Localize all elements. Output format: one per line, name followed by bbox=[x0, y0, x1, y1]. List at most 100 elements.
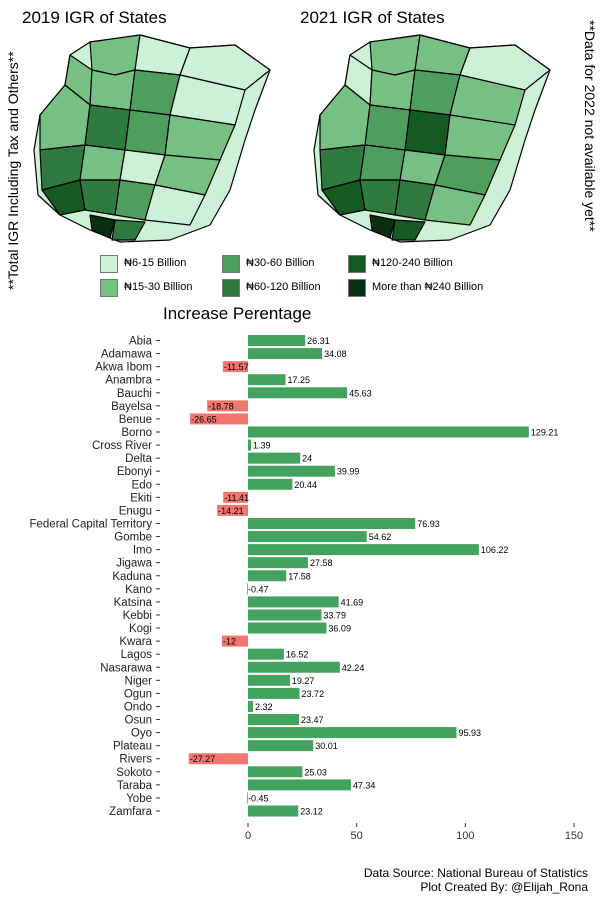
category-label: Oyo bbox=[131, 728, 152, 740]
category-label: Delta bbox=[125, 453, 152, 465]
category-label: Borno bbox=[121, 427, 152, 439]
value-label: 23.12 bbox=[300, 807, 323, 817]
category-label: Abia bbox=[129, 336, 153, 348]
bar bbox=[223, 491, 248, 503]
category-label: Yobe bbox=[126, 793, 152, 805]
bar bbox=[188, 753, 248, 765]
bar bbox=[248, 596, 339, 608]
category-label: Imo bbox=[133, 545, 152, 557]
category-label: Adamawa bbox=[101, 349, 153, 361]
value-label: 33.79 bbox=[323, 610, 346, 620]
category-label: Ekiti bbox=[130, 492, 152, 504]
category-label: Edo bbox=[132, 479, 152, 491]
bar bbox=[248, 465, 335, 477]
category-label: Kebbi bbox=[123, 610, 152, 622]
map-2019 bbox=[33, 34, 271, 243]
category-label: Kwara bbox=[119, 636, 152, 648]
legend-swatch bbox=[348, 279, 366, 297]
category-label: Federal Capital Territory bbox=[29, 518, 152, 530]
value-label: -18.78 bbox=[208, 401, 234, 411]
value-label: 34.08 bbox=[324, 349, 347, 359]
value-label: 2.32 bbox=[255, 702, 273, 712]
category-label: Anambra bbox=[105, 375, 152, 387]
value-label: 16.52 bbox=[286, 650, 309, 660]
category-label: Taraba bbox=[117, 780, 153, 792]
category-label: Sokoto bbox=[116, 767, 152, 779]
value-label: 36.09 bbox=[328, 624, 351, 634]
value-label: -0.45 bbox=[248, 793, 269, 803]
bar bbox=[248, 661, 340, 673]
value-label: 47.34 bbox=[353, 780, 376, 790]
category-label: Ebonyi bbox=[117, 466, 152, 478]
category-label: Enugu bbox=[119, 505, 152, 517]
bar bbox=[248, 700, 254, 712]
value-label: 42.24 bbox=[342, 663, 365, 673]
legend-swatch bbox=[222, 255, 240, 273]
value-label: 26.31 bbox=[307, 336, 330, 346]
bar bbox=[248, 714, 300, 726]
bar-chart: Abia 26.31 Adamawa 34.08 Akwa Ibom -11.57 Anam… bbox=[29, 335, 583, 842]
value-label: 54.62 bbox=[369, 532, 392, 542]
category-label: Gombe bbox=[114, 532, 152, 544]
value-label: -11.41 bbox=[224, 493, 249, 503]
bar bbox=[222, 361, 248, 373]
bar bbox=[248, 805, 299, 817]
value-label: -27.27 bbox=[190, 754, 216, 764]
category-label: Jigawa bbox=[116, 558, 152, 570]
x-tick-label: 0 bbox=[245, 830, 251, 842]
value-label: -26.65 bbox=[191, 414, 217, 424]
value-label: -14.21 bbox=[218, 506, 244, 516]
x-tick-label: 100 bbox=[456, 830, 474, 842]
category-label: Osun bbox=[125, 715, 153, 727]
map-2021 bbox=[313, 34, 551, 243]
bar bbox=[246, 583, 248, 595]
value-label: -12 bbox=[223, 637, 236, 647]
value-label: 17.58 bbox=[288, 571, 311, 581]
bar bbox=[248, 779, 351, 791]
category-label: Nasarawa bbox=[100, 662, 152, 674]
legend-label: ₦30-60 Billion bbox=[246, 257, 315, 269]
category-label: Lagos bbox=[121, 649, 153, 661]
value-label: 1.39 bbox=[253, 441, 271, 451]
legend-swatch bbox=[100, 279, 118, 297]
bar bbox=[248, 426, 529, 438]
category-label: Rivers bbox=[119, 754, 152, 766]
category-label: Cross River bbox=[92, 440, 152, 452]
value-label: 19.27 bbox=[292, 676, 315, 686]
bar bbox=[248, 727, 457, 739]
category-label: Benue bbox=[119, 414, 152, 426]
bar bbox=[248, 622, 327, 634]
legend-label: ₦60-120 Billion bbox=[246, 281, 321, 293]
bar bbox=[248, 335, 306, 346]
right-side-note: **Data for 2022 not available yet** bbox=[582, 20, 598, 232]
x-tick-label: 150 bbox=[565, 830, 583, 842]
bar bbox=[248, 740, 314, 752]
category-label: Bauchi bbox=[117, 388, 152, 400]
bar bbox=[248, 478, 293, 490]
bar bbox=[248, 452, 301, 464]
bar bbox=[248, 674, 290, 686]
category-label: Zamfara bbox=[109, 806, 152, 818]
map-title-2021: 2021 IGR of States bbox=[300, 8, 445, 27]
map-title-2019: 2019 IGR of States bbox=[22, 8, 167, 27]
bar bbox=[248, 687, 300, 699]
value-label: 39.99 bbox=[337, 467, 360, 477]
legend-label: ₦6-15 Billion bbox=[124, 257, 187, 269]
value-label: 129.21 bbox=[531, 427, 559, 437]
bar bbox=[248, 439, 252, 451]
bar bbox=[248, 517, 416, 529]
bar bbox=[248, 531, 367, 543]
value-label: 45.63 bbox=[349, 388, 372, 398]
legend-label: ₦120-240 Billion bbox=[372, 257, 453, 269]
category-label: Kano bbox=[125, 584, 152, 596]
value-label: 17.25 bbox=[287, 375, 310, 385]
legend-swatch bbox=[222, 279, 240, 297]
left-side-note: **Total IGR Including Tax and Others** bbox=[5, 51, 21, 290]
plot-credit: Plot Created By: @Elijah_Rona bbox=[420, 880, 588, 894]
category-label: Plateau bbox=[113, 741, 152, 753]
bar bbox=[248, 387, 348, 399]
bar bbox=[248, 557, 308, 569]
x-tick-label: 50 bbox=[351, 830, 363, 842]
legend-swatch bbox=[348, 255, 366, 273]
bar bbox=[247, 792, 248, 804]
